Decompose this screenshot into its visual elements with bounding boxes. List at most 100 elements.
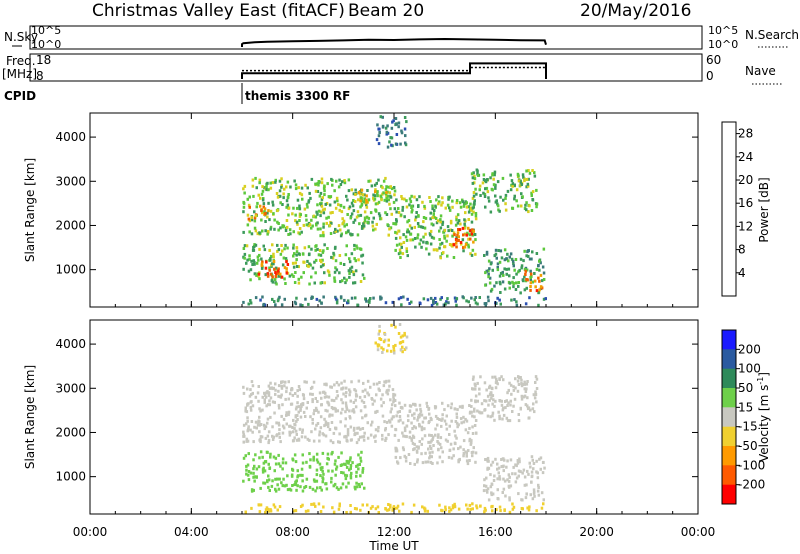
heatmap-cell [328,428,332,431]
heatmap-cell [274,487,277,491]
heatmap-cell [468,233,471,237]
heatmap-cell [473,409,476,413]
heatmap-cell [415,445,419,449]
heatmap-cell [407,419,410,423]
heatmap-cell [302,252,305,256]
heatmap-cell [428,451,431,455]
heatmap-cell [448,433,451,436]
heatmap-cell [294,392,297,395]
heatmap-cell [484,508,487,512]
heatmap-cell [255,475,258,479]
heatmap-cell [332,484,335,488]
heatmap-cell [388,191,392,195]
heatmap-cell [486,394,490,398]
heatmap-cell [259,423,263,426]
heatmap-cell [511,472,514,476]
heatmap-cell [314,504,317,508]
heatmap-cell [453,505,457,509]
heatmap-cell [323,281,326,285]
heatmap-cell [501,408,505,412]
heatmap-cell [288,433,292,437]
heatmap-cell [283,277,286,281]
heatmap-cell [285,219,289,222]
heatmap-cell [398,415,402,418]
heatmap-cell [526,182,530,186]
heatmap-cell [504,494,507,498]
heatmap-cell [328,273,331,277]
heatmap-cell [537,486,540,489]
heatmap-cell [258,253,261,257]
heatmap-cell [349,456,352,460]
heatmap-cell [371,224,375,228]
heatmap-cell [287,410,291,414]
heatmap-cell [319,426,323,430]
heatmap-cell [419,238,423,242]
heatmap-cell [256,255,260,259]
heatmap-cell [275,434,278,438]
heatmap-cell [494,381,498,385]
heatmap-cell [456,231,460,235]
power-y-tick-label: 2000 [55,218,86,232]
heatmap-cell [429,229,433,233]
heatmap-cell [454,434,457,438]
heatmap-cell [338,502,341,506]
heatmap-cell [354,193,357,196]
heatmap-cell [436,219,440,223]
heatmap-cell [416,233,420,237]
heatmap-cell [281,431,285,435]
heatmap-cell [474,212,478,215]
heatmap-cell [491,460,495,464]
heatmap-cell [441,196,444,200]
heatmap-cell [323,417,326,421]
heatmap-cell [462,246,465,250]
heatmap-cell [511,507,515,511]
heatmap-cell [459,445,462,449]
heatmap-cell [392,345,395,348]
heatmap-cell [374,341,377,345]
heatmap-cell [483,192,487,196]
heatmap-cell [359,474,362,478]
heatmap-cell [473,407,476,411]
heatmap-cell [321,477,325,481]
heatmap-cell [453,502,456,506]
heatmap-cell [314,189,318,193]
heatmap-cell [423,416,426,420]
heatmap-cell [330,255,333,259]
heatmap-cell [533,410,536,414]
heatmap-cell [447,229,450,233]
heatmap-cell [532,393,536,397]
heatmap-cell [438,246,441,250]
heatmap-cell [267,201,270,205]
heatmap-cell [445,427,449,431]
heatmap-cell [274,303,277,307]
heatmap-cell [432,302,435,305]
heatmap-cell [305,460,308,464]
heatmap-cell [453,407,457,411]
heatmap-cell [391,120,394,124]
heatmap-cell [529,276,532,279]
heatmap-cell [293,436,296,440]
heatmap-cell [449,508,453,512]
heatmap-cell [268,266,271,270]
heatmap-cell [297,231,300,235]
heatmap-cell [363,486,366,490]
heatmap-cell [319,234,322,238]
heatmap-cell [336,409,339,413]
heatmap-cell [249,301,253,305]
heatmap-cell [414,218,417,222]
heatmap-cell [390,187,394,191]
heatmap-cell [383,333,387,336]
heatmap-cell [313,260,316,264]
heatmap-cell [467,226,470,230]
heatmap-cell [378,324,381,328]
heatmap-cell [319,486,322,490]
heatmap-cell [389,207,392,211]
heatmap-cell [243,252,247,256]
heatmap-cell [511,206,515,210]
heatmap-cell [498,505,502,509]
heatmap-cell [485,458,489,462]
heatmap-cell [438,200,441,204]
heatmap-cell [408,203,411,207]
heatmap-cell [386,194,390,198]
heatmap-cell [394,248,397,252]
